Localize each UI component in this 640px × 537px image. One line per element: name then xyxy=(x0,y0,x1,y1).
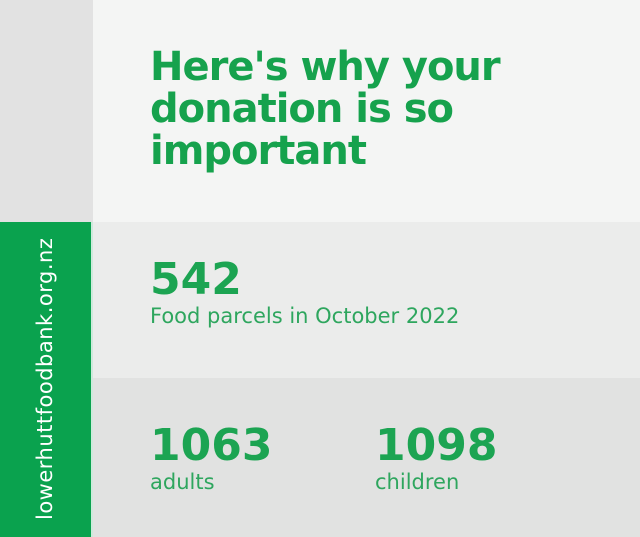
children-label: children xyxy=(375,470,460,494)
corner-block xyxy=(0,0,93,222)
adults-value: 1063 xyxy=(150,420,273,471)
stat-food-parcels: 542 Food parcels in October 2022 xyxy=(150,258,459,329)
stat-adults: 1063 adults xyxy=(150,424,272,495)
adults-label: adults xyxy=(150,470,215,494)
food-parcels-value: 542 xyxy=(150,254,242,305)
children-value: 1098 xyxy=(375,420,498,471)
headline: Here's why your donation is so important xyxy=(150,44,501,174)
middle-section-background xyxy=(93,222,640,378)
stat-children: 1098 children xyxy=(375,424,497,495)
top-section-background xyxy=(93,0,640,222)
bottom-section-background xyxy=(93,378,640,537)
food-parcels-label: Food parcels in October 2022 xyxy=(150,304,460,328)
website-url-label: lowerhuttfoodbank.org.nz xyxy=(33,237,57,520)
website-sidebar: lowerhuttfoodbank.org.nz xyxy=(0,222,93,537)
